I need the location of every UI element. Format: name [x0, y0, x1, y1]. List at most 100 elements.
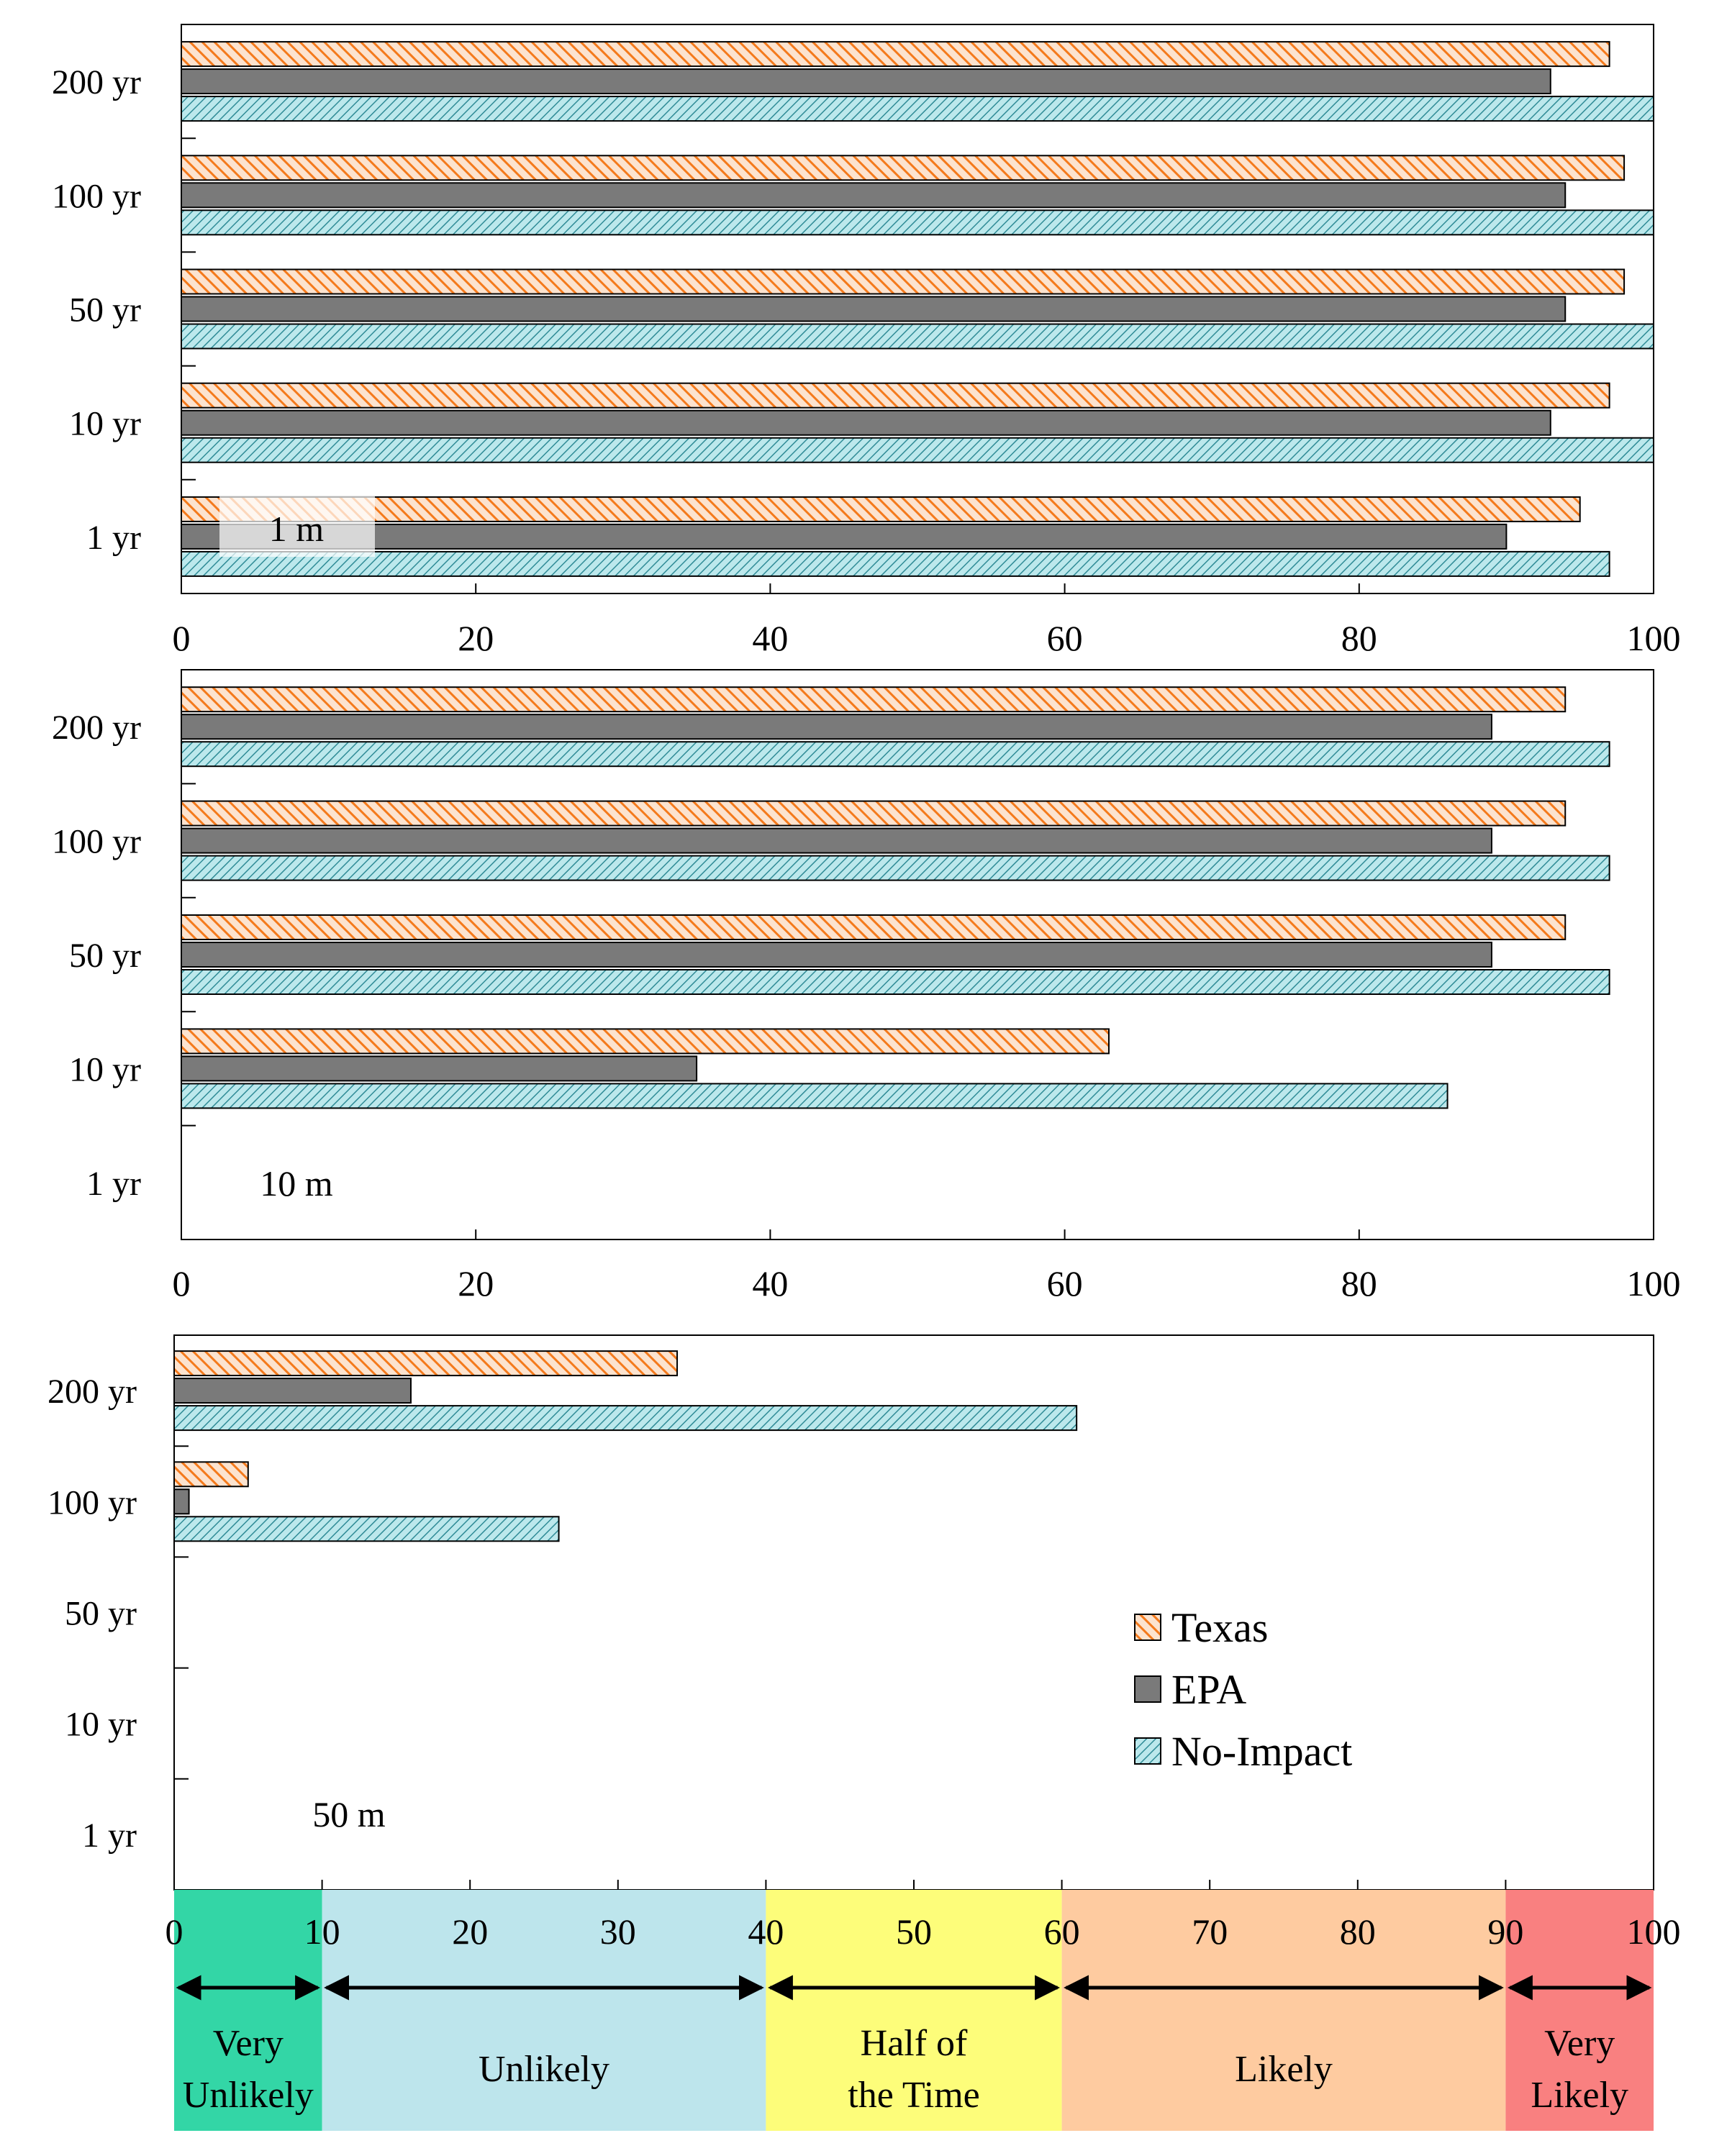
category-label-1-yr: 1 yr — [86, 519, 141, 557]
x-tick-label: 70 — [1192, 1911, 1228, 1952]
category-label-200-yr: 200 yr — [52, 63, 141, 101]
zone-label: the Time — [848, 2075, 980, 2116]
bar-texas-100-yr — [181, 800, 1567, 827]
bar-epa-10-yr — [181, 1055, 698, 1082]
zone-unlikely — [322, 1890, 766, 2131]
x-tick-label: 100 — [1627, 1911, 1681, 1952]
x-tick-label: 40 — [752, 1263, 788, 1304]
x-tick-label: 0 — [173, 1263, 191, 1304]
x-tick-label: 100 — [1627, 1263, 1681, 1304]
x-tick-label: 10 — [304, 1911, 340, 1952]
zone-very-unlikely — [174, 1890, 322, 2131]
category-label-10-yr: 10 yr — [69, 405, 141, 443]
legend-swatch-texas — [1134, 1614, 1161, 1641]
bar-texas-10-yr — [181, 382, 1610, 409]
category-label-50-yr: 50 yr — [69, 937, 141, 975]
bar-texas-50-yr — [181, 914, 1567, 940]
x-tick-label: 40 — [748, 1911, 784, 1952]
bar-no-impact-100-yr — [181, 855, 1610, 881]
zone-label: Very — [1544, 2023, 1615, 2064]
bar-texas-100-yr — [181, 155, 1626, 181]
x-tick-label: 0 — [173, 618, 191, 658]
bar-epa-200-yr — [181, 68, 1551, 95]
x-tick-label: 60 — [1044, 1911, 1080, 1952]
bar-texas-200-yr — [181, 41, 1610, 68]
zone-label: Likely — [1531, 2075, 1628, 2116]
bar-epa-200-yr — [173, 1378, 412, 1404]
bar-epa-100-yr — [173, 1488, 190, 1515]
panel-label: 1 m — [269, 509, 325, 549]
bar-epa-50-yr — [181, 296, 1567, 322]
zone-label: Half of — [861, 2023, 968, 2064]
bar-no-impact-10-yr — [181, 1083, 1449, 1109]
zone-label: Unlikely — [183, 2075, 314, 2116]
category-label-50-yr: 50 yr — [69, 291, 141, 329]
chart-panel-2: 0 20 40 60 80 100 200 yr 100 yr 50 yr 10 yr 1 yr 10… — [52, 669, 1681, 1304]
x-tick-label: 90 — [1487, 1911, 1523, 1952]
legend-label-texas: Texas — [1171, 1604, 1268, 1651]
chart-panel-1: 0 20 40 60 80 100 200 yr 100 yr 50 yr 10 yr 1 yr 1 … — [52, 24, 1681, 658]
panel-label: 10 m — [260, 1163, 333, 1204]
x-tick-label: 0 — [166, 1911, 183, 1952]
bar-no-impact-100-yr — [181, 209, 1654, 236]
x-tick-label: 80 — [1340, 1911, 1376, 1952]
x-tick-label: 50 — [896, 1911, 932, 1952]
bar-texas-50-yr — [181, 268, 1626, 295]
bar-no-impact-50-yr — [181, 323, 1654, 350]
bar-no-impact-50-yr — [181, 969, 1610, 995]
category-label-10-yr: 10 yr — [69, 1050, 141, 1088]
zone-label: Very — [213, 2023, 284, 2064]
bar-epa-200-yr — [181, 714, 1492, 740]
legend-label-no-impact: No-Impact — [1171, 1728, 1352, 1775]
bar-no-impact-200-yr — [173, 1405, 1078, 1432]
panel-label: 50 m — [312, 1794, 386, 1834]
bar-no-impact-200-yr — [181, 741, 1610, 768]
x-tick-label: 60 — [1047, 1263, 1083, 1304]
bar-no-impact-100-yr — [173, 1516, 560, 1542]
x-tick-label: 20 — [458, 618, 494, 658]
bar-texas-100-yr — [173, 1461, 249, 1488]
x-tick-label: 100 — [1627, 618, 1681, 658]
x-tick-label: 30 — [600, 1911, 636, 1952]
x-tick-label: 40 — [752, 618, 788, 658]
category-label-1-yr: 1 yr — [82, 1816, 137, 1855]
category-label-1-yr: 1 yr — [86, 1165, 141, 1203]
bar-no-impact-200-yr — [181, 96, 1654, 122]
category-label-50-yr: 50 yr — [65, 1595, 137, 1633]
bar-no-impact-1-yr — [181, 550, 1610, 577]
bar-epa-100-yr — [181, 827, 1492, 854]
zone-label: Likely — [1235, 2049, 1333, 2090]
zone-half-of-the-time — [766, 1890, 1062, 2131]
bar-epa-1-yr — [181, 523, 1508, 550]
category-label-100-yr: 100 yr — [47, 1483, 137, 1522]
panel-label-box — [219, 496, 375, 557]
bar-epa-100-yr — [181, 182, 1567, 209]
legend-label-epa: EPA — [1171, 1666, 1246, 1713]
category-label-200-yr: 200 yr — [52, 709, 141, 747]
legend-swatch-epa — [1134, 1675, 1161, 1703]
legend: Texas EPA No-Impact — [1134, 1604, 1352, 1775]
category-label-100-yr: 100 yr — [52, 177, 141, 215]
likelihood-scale: Very Unlikely Unlikely Half of the Time Likel… — [174, 1890, 1654, 2131]
x-tick-label: 20 — [452, 1911, 488, 1952]
x-tick-label: 80 — [1341, 618, 1377, 658]
zone-likely — [1061, 1890, 1506, 2131]
bar-epa-10-yr — [181, 409, 1551, 436]
category-label-100-yr: 100 yr — [52, 823, 141, 861]
bar-epa-50-yr — [181, 942, 1492, 968]
bar-texas-200-yr — [181, 686, 1567, 713]
bar-texas-1-yr — [181, 496, 1581, 522]
category-label-200-yr: 200 yr — [47, 1373, 137, 1411]
chart-panel-3: 200 yr 100 yr 50 yr 10 yr 1 yr 50 m Texas EPA No… — [47, 1334, 1654, 1891]
x-tick-label: 60 — [1047, 618, 1083, 658]
legend-swatch-no-impact — [1134, 1737, 1161, 1765]
zone-very-likely — [1505, 1890, 1654, 2131]
x-tick-label: 80 — [1341, 1263, 1377, 1304]
bar-no-impact-10-yr — [181, 437, 1654, 463]
panel-label-box — [225, 1150, 367, 1210]
x-tick-label: 20 — [458, 1263, 494, 1304]
panel-label-box — [295, 1783, 416, 1843]
bar-texas-10-yr — [181, 1028, 1110, 1055]
zone-label: Unlikely — [479, 2049, 609, 2090]
